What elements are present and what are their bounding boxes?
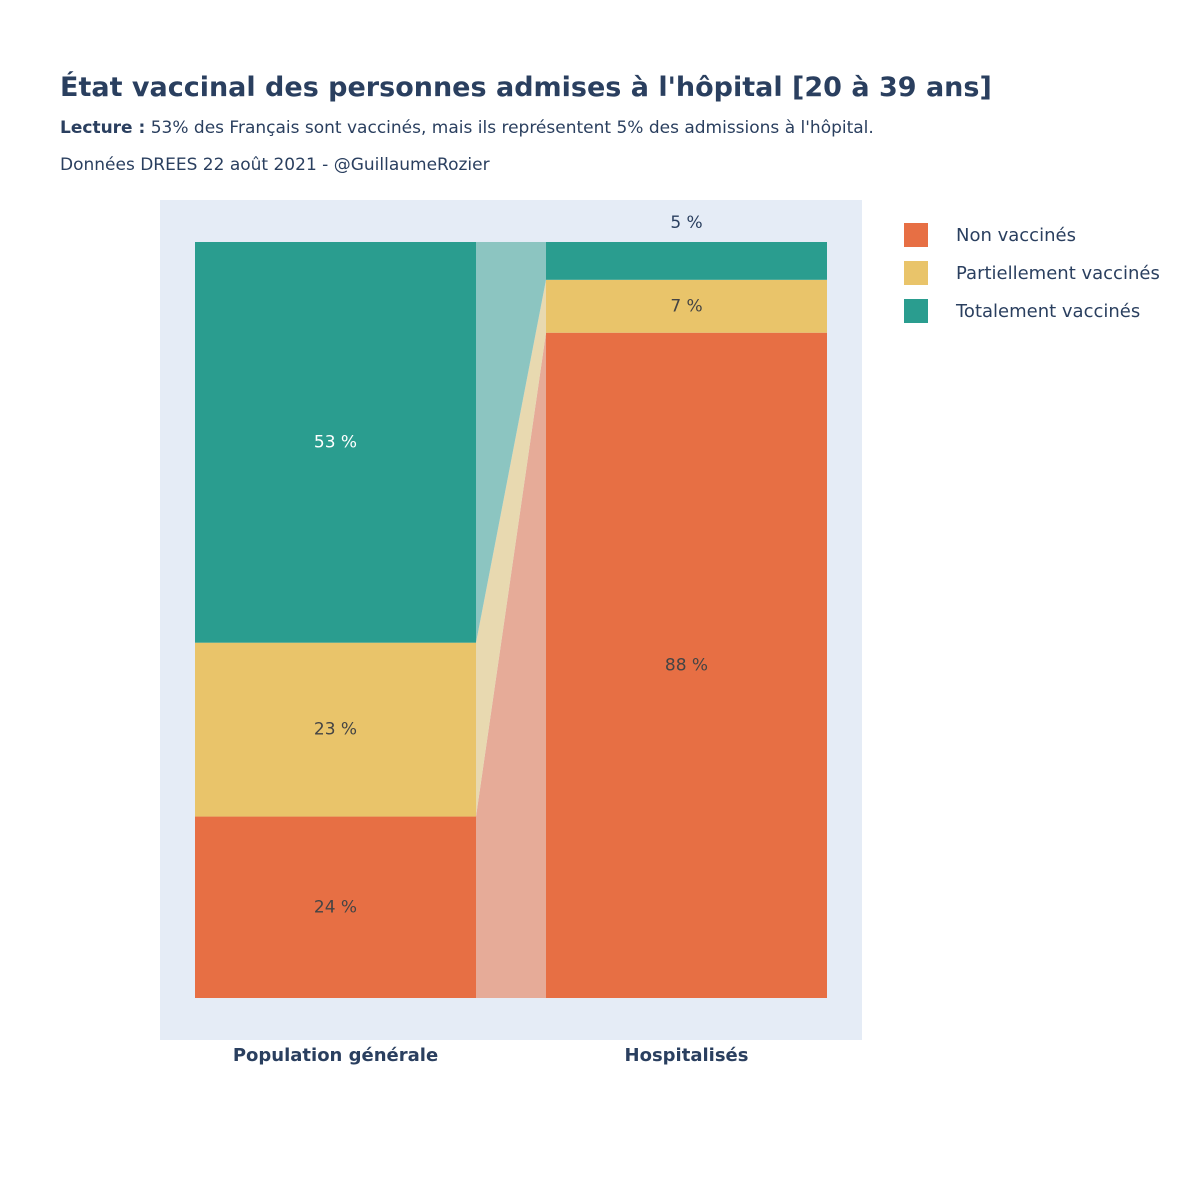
data-label-hospitalises-partiellement-vaccines: 7 % (670, 296, 702, 316)
legend-label-non-vaccines: Non vaccinés (956, 224, 1076, 246)
data-label-hospitalises-totalement-vaccines: 5 % (670, 213, 702, 233)
legend-label-totalement-vaccines: Totalement vaccinés (956, 300, 1141, 322)
bar-hospitalises-partiellement-vaccines (546, 279, 827, 333)
legend-swatch-totalement-vaccines (904, 299, 928, 323)
legend-item-totalement-vaccines[interactable]: Totalement vaccinés (904, 292, 1160, 330)
connector-non-vaccines (476, 332, 546, 999)
subtitle-bold: Lecture : (60, 118, 146, 138)
x-tick-label-population-generale: Population générale (233, 1045, 438, 1066)
legend-swatch-partiellement-vaccines (904, 261, 928, 285)
chart-title: État vaccinal des personnes admises à l'… (60, 72, 992, 103)
bar-population-generale-totalement-vaccines (195, 242, 476, 643)
data-label-population-generale-totalement-vaccines: 53 % (314, 432, 357, 452)
bar-population-generale-partiellement-vaccines (195, 642, 476, 817)
connector-totalement-vaccines (476, 242, 546, 643)
connector-partiellement-vaccines (476, 279, 546, 817)
chart-subtitle: Lecture : 53% des Français sont vaccinés… (60, 118, 874, 138)
legend-label-partiellement-vaccines: Partiellement vaccinés (956, 262, 1160, 284)
data-label-population-generale-partiellement-vaccines: 23 % (314, 720, 357, 740)
bar-hospitalises-totalement-vaccines (546, 242, 827, 280)
bar-hospitalises-non-vaccines (546, 332, 827, 999)
legend-item-non-vaccines[interactable]: Non vaccinés (904, 216, 1160, 254)
bar-population-generale-non-vaccines (195, 816, 476, 998)
data-label-hospitalises-non-vaccines: 88 % (665, 655, 708, 675)
x-tick-label-hospitalises: Hospitalisés (625, 1045, 749, 1066)
data-label-population-generale-non-vaccines: 24 % (314, 897, 357, 917)
chart-source: Données DREES 22 août 2021 - @GuillaumeR… (60, 155, 490, 175)
legend-swatch-non-vaccines (904, 223, 928, 247)
subtitle-text: 53% des Français sont vaccinés, mais ils… (145, 118, 874, 138)
legend: Non vaccinés Partiellement vaccinés Tota… (904, 216, 1160, 330)
legend-item-partiellement-vaccines[interactable]: Partiellement vaccinés (904, 254, 1160, 292)
